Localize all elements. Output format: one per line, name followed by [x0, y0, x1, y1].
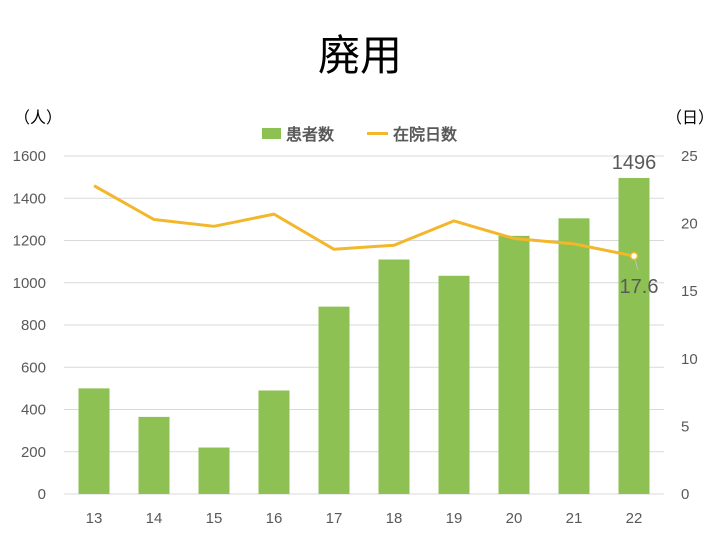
series-line-days [93, 184, 635, 258]
x-tick-label: 16 [266, 510, 283, 527]
x-tick-label: 15 [206, 510, 223, 527]
data-label-days: 17.6 [620, 276, 659, 298]
bar [138, 416, 170, 494]
y-left-tick-label: 1600 [13, 148, 46, 165]
chart-title: 廃用 [317, 31, 402, 80]
y-left-tick-label: 200 [21, 444, 46, 461]
legend-item-patients: 患者数 [262, 121, 334, 145]
data-label-patients: 1496 [612, 152, 657, 174]
legend-swatch-line [367, 131, 388, 135]
y-left-tick-label: 600 [21, 359, 46, 376]
bar [318, 306, 350, 494]
y-right-tick-label: 25 [681, 148, 698, 165]
x-tick-label: 14 [146, 510, 163, 527]
bar [618, 177, 650, 494]
y-left-tick-label: 1000 [13, 275, 46, 292]
y-left-tick-label: 400 [21, 402, 46, 419]
x-tick-label: 20 [506, 510, 523, 527]
line-point-marker [629, 251, 639, 261]
x-tick-label: 19 [446, 510, 463, 527]
bar [438, 275, 470, 494]
x-tick-label: 22 [626, 510, 643, 527]
bar [498, 235, 530, 495]
bar [378, 259, 410, 494]
x-tick-label: 21 [566, 510, 583, 527]
bar [78, 388, 110, 494]
y-right-tick-label: 10 [681, 351, 698, 368]
legend-label-patients: 患者数 [286, 125, 335, 144]
bar [258, 390, 290, 494]
y-left-tick-label: 800 [21, 317, 46, 334]
x-tick-label: 13 [86, 510, 103, 527]
y-right-tick-label: 15 [681, 283, 698, 300]
legend-swatch-bar [262, 127, 281, 139]
bar [558, 218, 590, 494]
x-tick-label: 17 [326, 510, 343, 527]
x-tick-label: 18 [386, 510, 403, 527]
y-axis-left-unit: （人） [14, 108, 63, 127]
legend-label-days: 在院日数 [393, 125, 458, 144]
legend-item-days: 在院日数 [367, 121, 457, 145]
y-right-tick-label: 0 [681, 486, 689, 503]
y-left-tick-label: 0 [38, 486, 46, 503]
y-axis-right-unit: （日） [666, 108, 715, 127]
y-left-tick-label: 1400 [13, 190, 46, 207]
bar [198, 447, 230, 494]
y-right-tick-label: 20 [681, 216, 698, 233]
y-left-tick-label: 1200 [13, 233, 46, 250]
y-right-tick-label: 5 [681, 418, 689, 435]
